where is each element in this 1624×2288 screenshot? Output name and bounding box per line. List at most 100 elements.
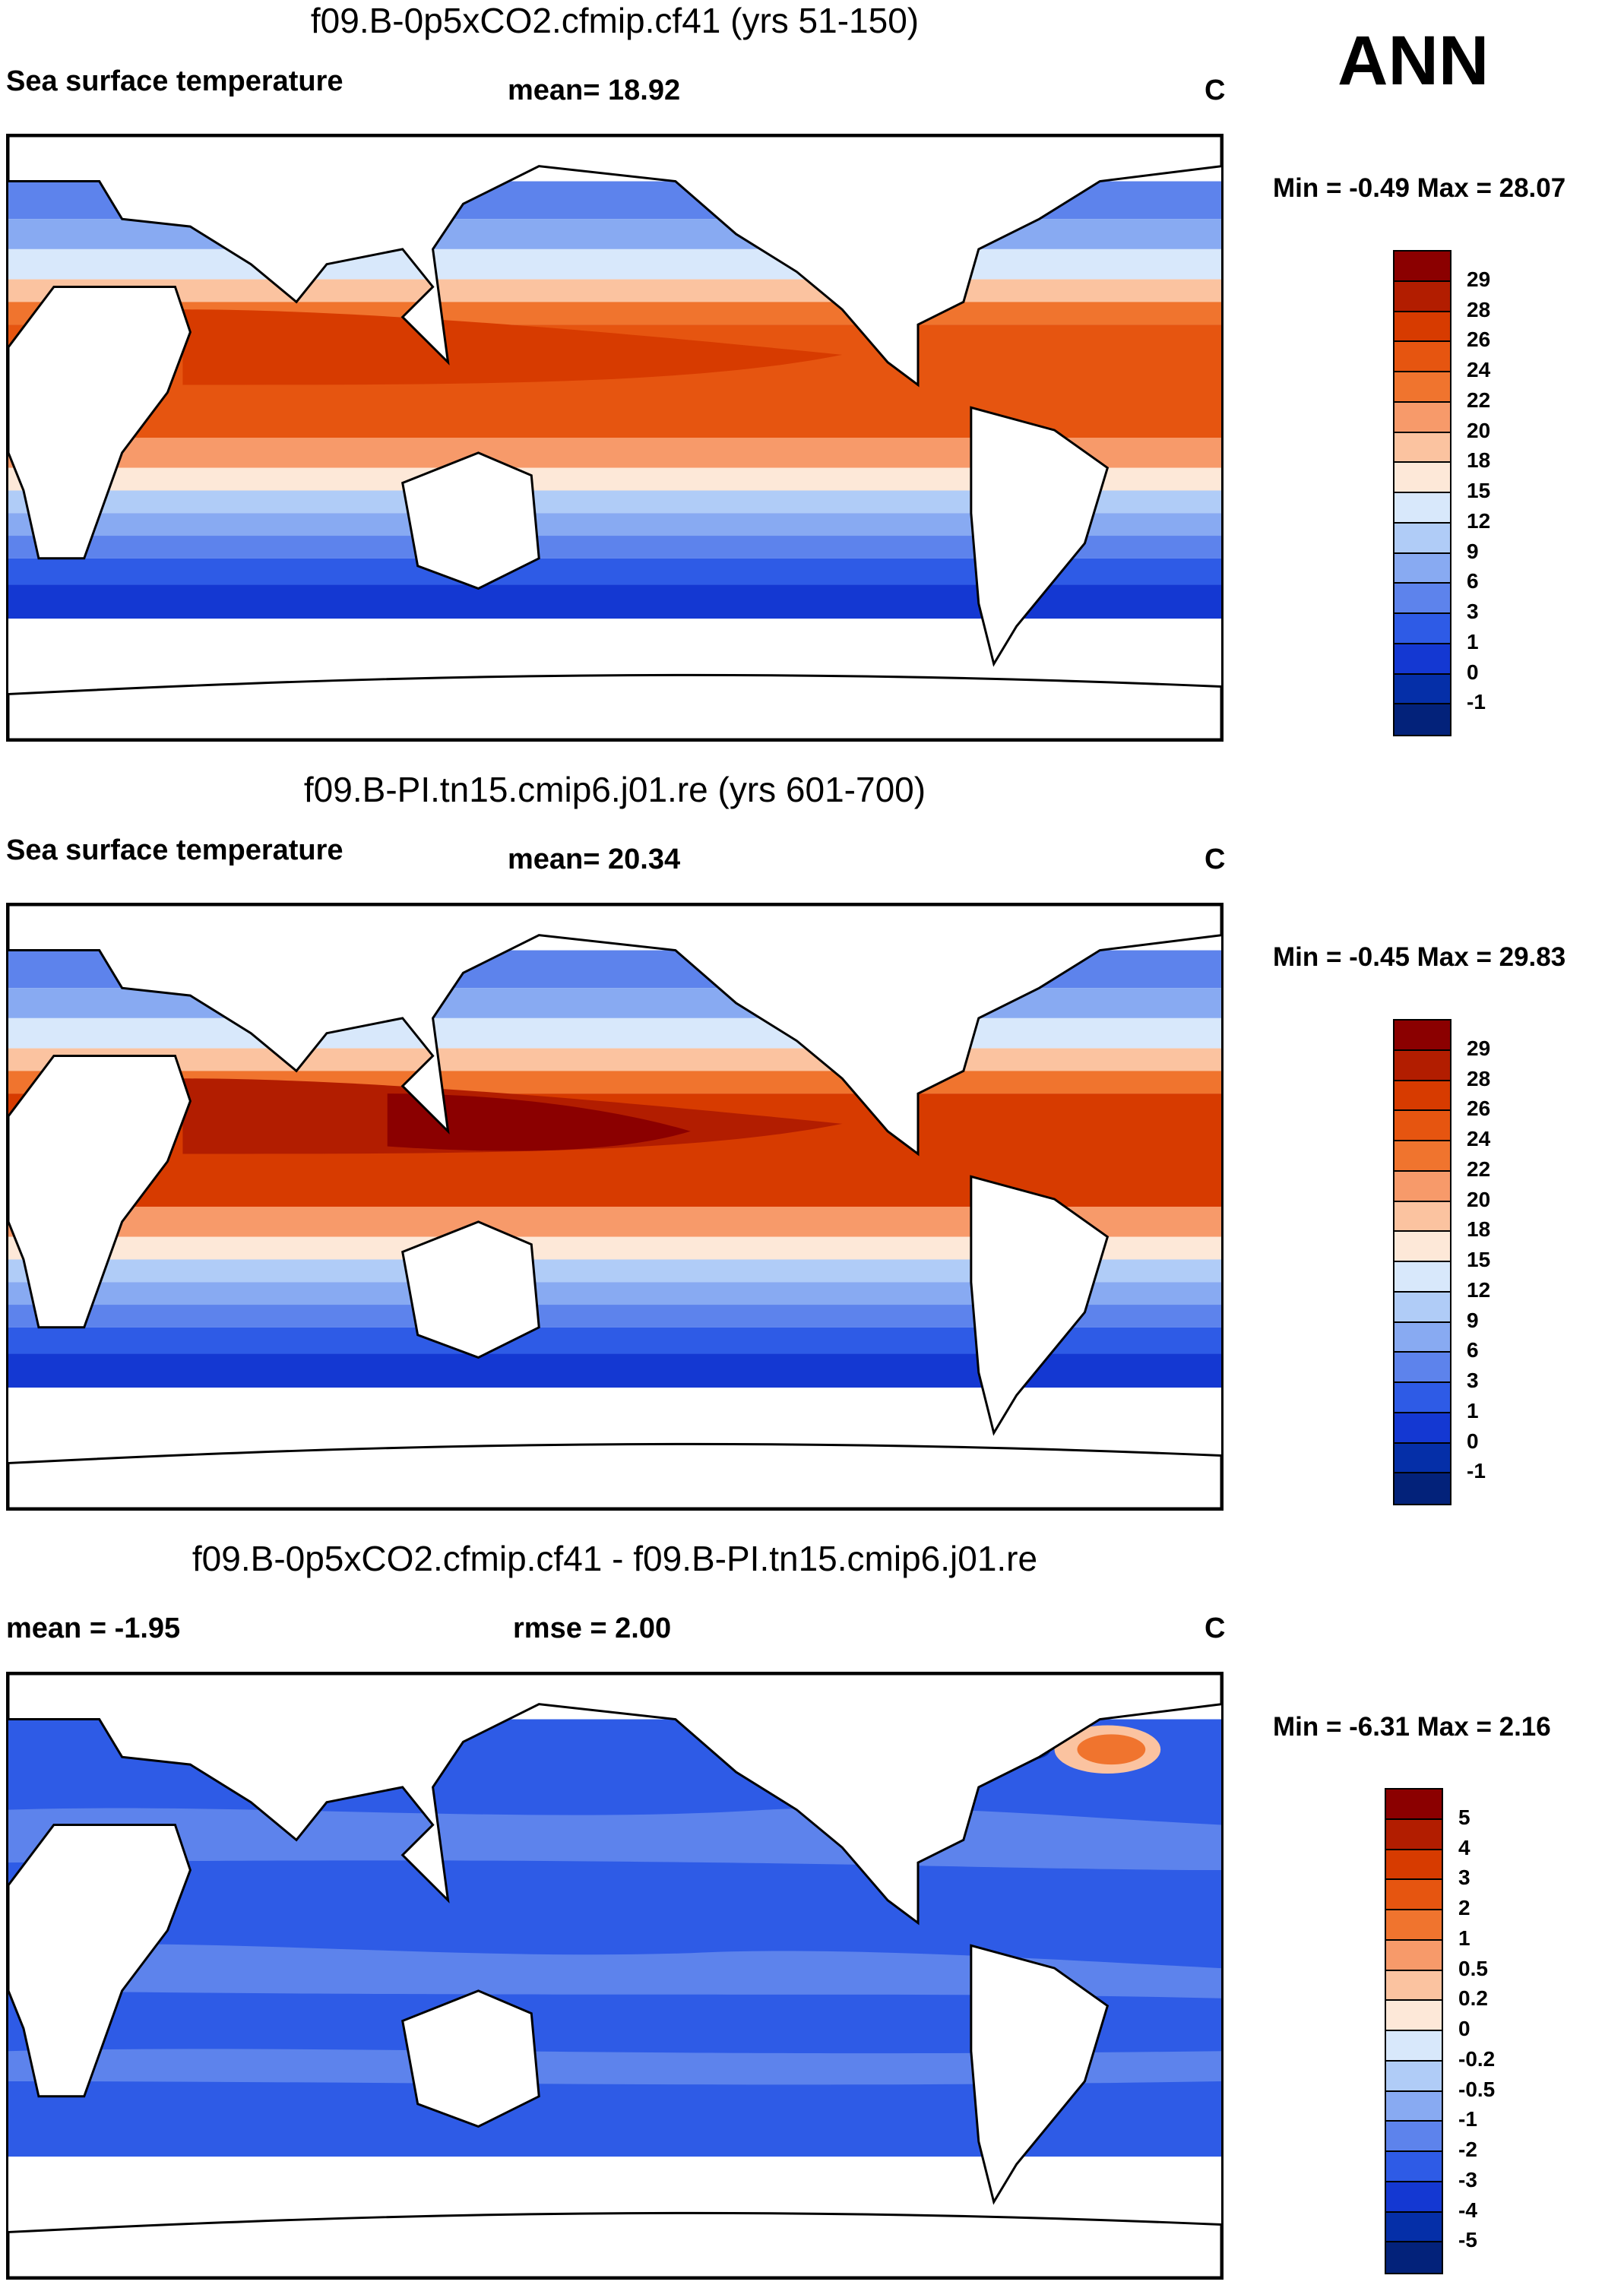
panel2-tick-label: 0 (1467, 1429, 1479, 1453)
panel2-tick-label: -1 (1467, 1459, 1486, 1483)
panel3-tick-label: 4 (1458, 1835, 1470, 1859)
panel1-map (6, 134, 1224, 742)
panel2-colorbar-swatch (1394, 1081, 1450, 1112)
panel1-colorbar-swatch (1394, 553, 1450, 584)
panel2-colorbar-swatch (1394, 1443, 1450, 1474)
panel2-tick-label: 12 (1467, 1277, 1491, 1302)
panel2-colorbar-swatch (1394, 1473, 1450, 1504)
panel2-colorbar-swatch (1394, 1171, 1450, 1202)
panel2-tick-label: 28 (1467, 1066, 1491, 1090)
panel2-colorbar-swatch (1394, 1413, 1450, 1444)
panel3-map-graphic (8, 1674, 1221, 2277)
panel3-colorbar-swatch (1386, 1970, 1442, 2002)
panel3-colorbar-swatch (1386, 2212, 1442, 2243)
panel2-tick-label: 26 (1467, 1097, 1491, 1121)
panel1-tick-label: 15 (1467, 479, 1491, 502)
panel1-colorbar-swatch (1394, 523, 1450, 554)
panel2-tick-label: 15 (1467, 1248, 1491, 1271)
panel2-colorbar-swatch (1394, 1383, 1450, 1413)
panel3-tick-label: -2 (1458, 2138, 1477, 2161)
panel1-title: f09.B-0p5xCO2.cfmip.cf41 (yrs 51-150) (310, 1, 920, 40)
panel3-colorbar-swatch (1386, 2031, 1442, 2062)
panel2-tick-label: 1 (1467, 1398, 1479, 1422)
panel2-colorbar (1393, 1019, 1451, 1505)
panel2-colorbar-swatch (1394, 1201, 1450, 1233)
panel2-tick-label: 3 (1467, 1369, 1479, 1392)
panel2-variable-label: Sea surface temperature (6, 834, 343, 866)
panel3-colorbar-swatch (1386, 2122, 1442, 2152)
panel1-colorbar-swatch (1394, 493, 1450, 524)
panel3-tick-label: -0.5 (1458, 2077, 1496, 2101)
panel2-mean-label: mean= 20.34 (508, 843, 681, 875)
panel3-tick-label: -0.2 (1458, 2046, 1496, 2071)
panel2-colorbar-swatch (1394, 1050, 1450, 1081)
panel1-tick-label: 28 (1467, 297, 1491, 321)
panel1-units: C (1205, 74, 1226, 106)
panel1-tick-label: 18 (1467, 448, 1491, 473)
panel1-tick-label: 0 (1467, 660, 1479, 684)
panel1-variable-label: Sea surface temperature (6, 65, 343, 97)
panel1-colorbar-swatch (1394, 372, 1450, 403)
panel3-colorbar-swatch (1386, 1910, 1442, 1941)
panel1-colorbar-swatch (1394, 402, 1450, 433)
panel3-map (6, 1672, 1224, 2280)
panel3-colorbar-swatch (1386, 1880, 1442, 1910)
panel2-tick-label: 20 (1467, 1187, 1491, 1211)
panel3-tick-label: 1 (1458, 1926, 1470, 1950)
panel3-tick-label: 0.2 (1458, 1986, 1488, 2011)
panel2-map (6, 903, 1224, 1511)
panel1-tick-label: 29 (1467, 267, 1491, 291)
panel3-tick-label: -3 (1458, 2167, 1477, 2191)
panel1-colorbar (1393, 250, 1451, 736)
panel3-colorbar-swatch (1386, 2242, 1442, 2273)
panel2-title: f09.B-PI.tn15.cmip6.j01.re (yrs 601-700) (303, 770, 926, 809)
panel2-colorbar-swatch (1394, 1021, 1450, 1051)
panel3-title: f09.B-0p5xCO2.cfmip.cf41 - f09.B-PI.tn15… (192, 1539, 1038, 1578)
panel3-tick-label: 3 (1458, 1866, 1470, 1890)
panel1-colorbar-swatch (1394, 342, 1450, 372)
panel3-colorbar-swatch (1386, 2152, 1442, 2182)
panel1-minmax: Min = -0.49 Max = 28.07 (1273, 173, 1566, 203)
panel1-colorbar-swatch (1394, 704, 1450, 735)
panel2-tick-label: 24 (1467, 1127, 1491, 1150)
panel1-colorbar-swatch (1394, 252, 1450, 282)
panel3-colorbar-swatch (1386, 1940, 1442, 1971)
panel1-colorbar-swatch (1394, 432, 1450, 464)
panel1-mean-label: mean= 18.92 (508, 74, 681, 106)
panel1-colorbar-swatch (1394, 644, 1450, 675)
panel2-tick-label: 18 (1467, 1217, 1491, 1242)
panel2-tick-label: 29 (1467, 1036, 1491, 1060)
panel3-rmse-label: rmse = 2.00 (513, 1612, 672, 1644)
panel1-colorbar-swatch (1394, 614, 1450, 644)
panel3-minmax: Min = -6.31 Max = 2.16 (1273, 1712, 1551, 1742)
panel1-colorbar-swatch (1394, 584, 1450, 614)
panel3-colorbar-swatch (1386, 2182, 1442, 2213)
panel1-tick-label: 26 (1467, 328, 1491, 352)
panel3-mean-label: mean = -1.95 (6, 1612, 181, 1644)
panel1-tick-label: 9 (1467, 539, 1479, 563)
season-label: ANN (1338, 22, 1489, 100)
panel3-tick-label: -4 (1458, 2198, 1477, 2222)
panel3-tick-label: 5 (1458, 1805, 1470, 1829)
panel1-tick-label: 12 (1467, 508, 1491, 533)
panel2-colorbar-swatch (1394, 1322, 1450, 1353)
panel1-map-graphic (8, 136, 1221, 739)
panel3-colorbar-swatch (1386, 1819, 1442, 1850)
panel1-tick-label: 6 (1467, 569, 1479, 593)
panel3-units: C (1205, 1612, 1226, 1644)
panel2-colorbar-swatch (1394, 1141, 1450, 1172)
panel3-colorbar-swatch (1386, 1850, 1442, 1881)
panel3-tick-label: -5 (1458, 2228, 1477, 2252)
panel3-tick-label: -1 (1458, 2107, 1477, 2131)
panel3-tick-label: 2 (1458, 1896, 1470, 1919)
panel2-colorbar-swatch (1394, 1262, 1450, 1293)
panel2-tick-label: 6 (1467, 1338, 1479, 1362)
panel2-map-graphic (8, 905, 1221, 1508)
panel1-colorbar-swatch (1394, 312, 1450, 343)
panel3-tick-label: 0 (1458, 2017, 1470, 2040)
panel2-colorbar-swatch (1394, 1232, 1450, 1262)
panel1-tick-label: -1 (1467, 690, 1486, 714)
panel1-tick-label: 3 (1467, 600, 1479, 623)
panel1-tick-label: 20 (1467, 418, 1491, 442)
panel2-tick-label: 22 (1467, 1157, 1491, 1181)
